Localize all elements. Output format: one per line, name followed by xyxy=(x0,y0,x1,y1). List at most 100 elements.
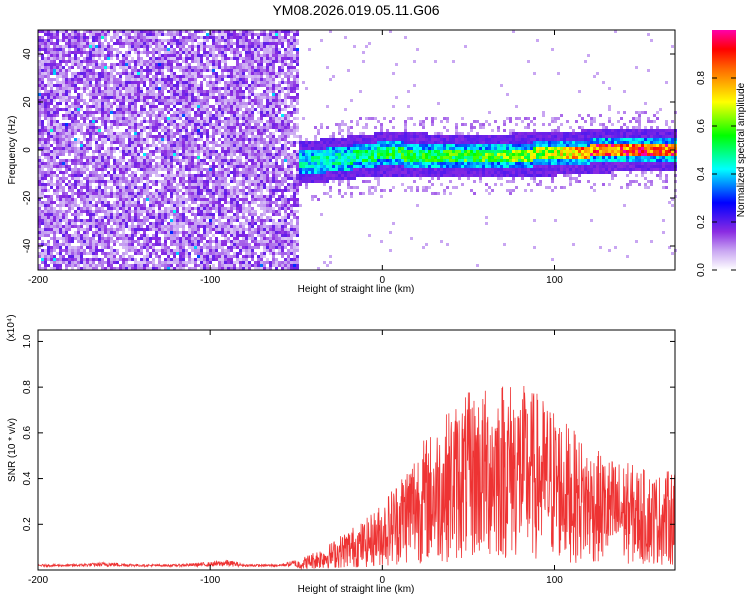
spectrogram-cell xyxy=(152,126,155,129)
spectrogram-cell xyxy=(44,174,47,177)
spectrogram-cell xyxy=(233,228,236,231)
spectrogram-cell xyxy=(191,213,194,216)
spectrogram-cell xyxy=(170,156,173,159)
spectrogram-cell xyxy=(233,216,236,219)
spectrogram-cell xyxy=(110,156,113,159)
spectrogram-cell xyxy=(239,99,242,102)
spectrogram-cell xyxy=(146,30,149,33)
spectrogram-cell xyxy=(122,216,125,219)
spectrogram-cell xyxy=(113,123,116,126)
spectrogram-cell xyxy=(218,255,221,258)
spectrogram-cell xyxy=(56,30,59,33)
spectrogram-cell xyxy=(77,159,80,162)
spectrogram-cell xyxy=(44,138,47,141)
spectrogram-cell xyxy=(245,147,248,150)
spectrogram-cell xyxy=(116,219,119,222)
spectrogram-cell xyxy=(224,183,227,186)
spectrogram-cell xyxy=(77,126,80,129)
spectrogram-cell xyxy=(92,72,95,75)
spectrogram-cell xyxy=(95,174,98,177)
spectrogram-cell xyxy=(182,225,185,228)
spectrogram-cell xyxy=(242,78,245,81)
spectrogram-cell xyxy=(119,207,122,210)
spectrogram-cell xyxy=(149,186,152,189)
spectrogram-cell xyxy=(203,147,206,150)
spectrogram-cell xyxy=(50,180,53,183)
spectrogram-cell xyxy=(65,150,68,153)
spectrogram-cell xyxy=(161,63,164,66)
spectrogram-cell xyxy=(176,63,179,66)
spectrogram-cell xyxy=(143,147,146,150)
spectrogram-cell xyxy=(224,45,227,48)
spectrogram-cell xyxy=(167,210,170,213)
spectrogram-cell xyxy=(65,45,68,48)
spectrogram-cell xyxy=(224,150,227,153)
spectrogram-cell xyxy=(74,141,77,144)
spectrogram-cell xyxy=(245,219,248,222)
spectrogram-cell xyxy=(236,204,239,207)
spectrogram-cell xyxy=(110,150,113,153)
spectrogram-cell xyxy=(47,132,50,135)
spectrogram-cell xyxy=(86,45,89,48)
spectrogram-cell xyxy=(146,96,149,99)
spectrogram-cell xyxy=(107,45,110,48)
spectrogram-cell xyxy=(185,129,188,132)
spectrogram-cell xyxy=(125,78,128,81)
spectrogram-cell xyxy=(167,51,170,54)
spectrogram-cell xyxy=(110,267,113,270)
spectrogram-cell xyxy=(68,153,71,156)
spectrogram-cell xyxy=(101,225,104,228)
spectrogram-cell xyxy=(98,111,101,114)
spectrogram-cell xyxy=(53,99,56,102)
spectrogram-cell xyxy=(77,219,80,222)
spectrogram-cell xyxy=(185,135,188,138)
spectrogram-cell xyxy=(233,189,236,192)
spectrogram-cell xyxy=(104,69,107,72)
spectrogram-cell xyxy=(164,150,167,153)
spectrogram-cell xyxy=(119,228,122,231)
spectrogram-cell xyxy=(116,168,119,171)
spectrogram-cell xyxy=(200,57,203,60)
spectrogram-cell xyxy=(80,192,83,195)
spectrogram-cell xyxy=(128,144,131,147)
spectrogram-cell xyxy=(101,222,104,225)
spectrogram-cell xyxy=(113,84,116,87)
spectrogram-cell xyxy=(185,252,188,255)
spectrogram-cell xyxy=(107,84,110,87)
spectrogram-cell xyxy=(134,240,137,243)
spectrogram-cell xyxy=(140,192,143,195)
spectrogram-cell xyxy=(257,69,260,72)
spectrogram-cell xyxy=(65,111,68,114)
spectrogram-cell xyxy=(245,60,248,63)
spectrogram-cell xyxy=(215,153,218,156)
spectrogram-cell xyxy=(128,105,131,108)
spectrogram-cell xyxy=(170,60,173,63)
spectrogram-cell xyxy=(176,138,179,141)
spectrogram-cell xyxy=(62,39,65,42)
spectrogram-cell xyxy=(164,132,167,135)
spectrogram-cell xyxy=(242,117,245,120)
spectrogram-cell xyxy=(62,75,65,78)
spectrogram-cell xyxy=(194,96,197,99)
spectrogram-cell xyxy=(143,237,146,240)
spectrogram-cell xyxy=(68,57,71,60)
spectrogram-cell xyxy=(224,264,227,267)
spectrogram-cell xyxy=(185,57,188,60)
spectrogram-cell xyxy=(68,81,71,84)
spectrogram-cell xyxy=(242,45,245,48)
spectrogram-cell xyxy=(119,213,122,216)
spectrogram-cell xyxy=(122,99,125,102)
spectrogram-cell xyxy=(104,192,107,195)
spectrogram-cell xyxy=(182,120,185,123)
spectrogram-cell xyxy=(119,201,122,204)
spectrogram-cell xyxy=(203,102,206,105)
spectrogram-cell xyxy=(44,210,47,213)
spectrogram-cell xyxy=(53,171,56,174)
spectrogram-cell xyxy=(98,219,101,222)
spectrogram-cell xyxy=(218,264,221,267)
spectrogram-cell xyxy=(122,261,125,264)
spectrogram-cell xyxy=(233,114,236,117)
spectrogram-cell xyxy=(68,195,71,198)
spectrogram-cell xyxy=(77,249,80,252)
spectrogram-cell xyxy=(176,132,179,135)
